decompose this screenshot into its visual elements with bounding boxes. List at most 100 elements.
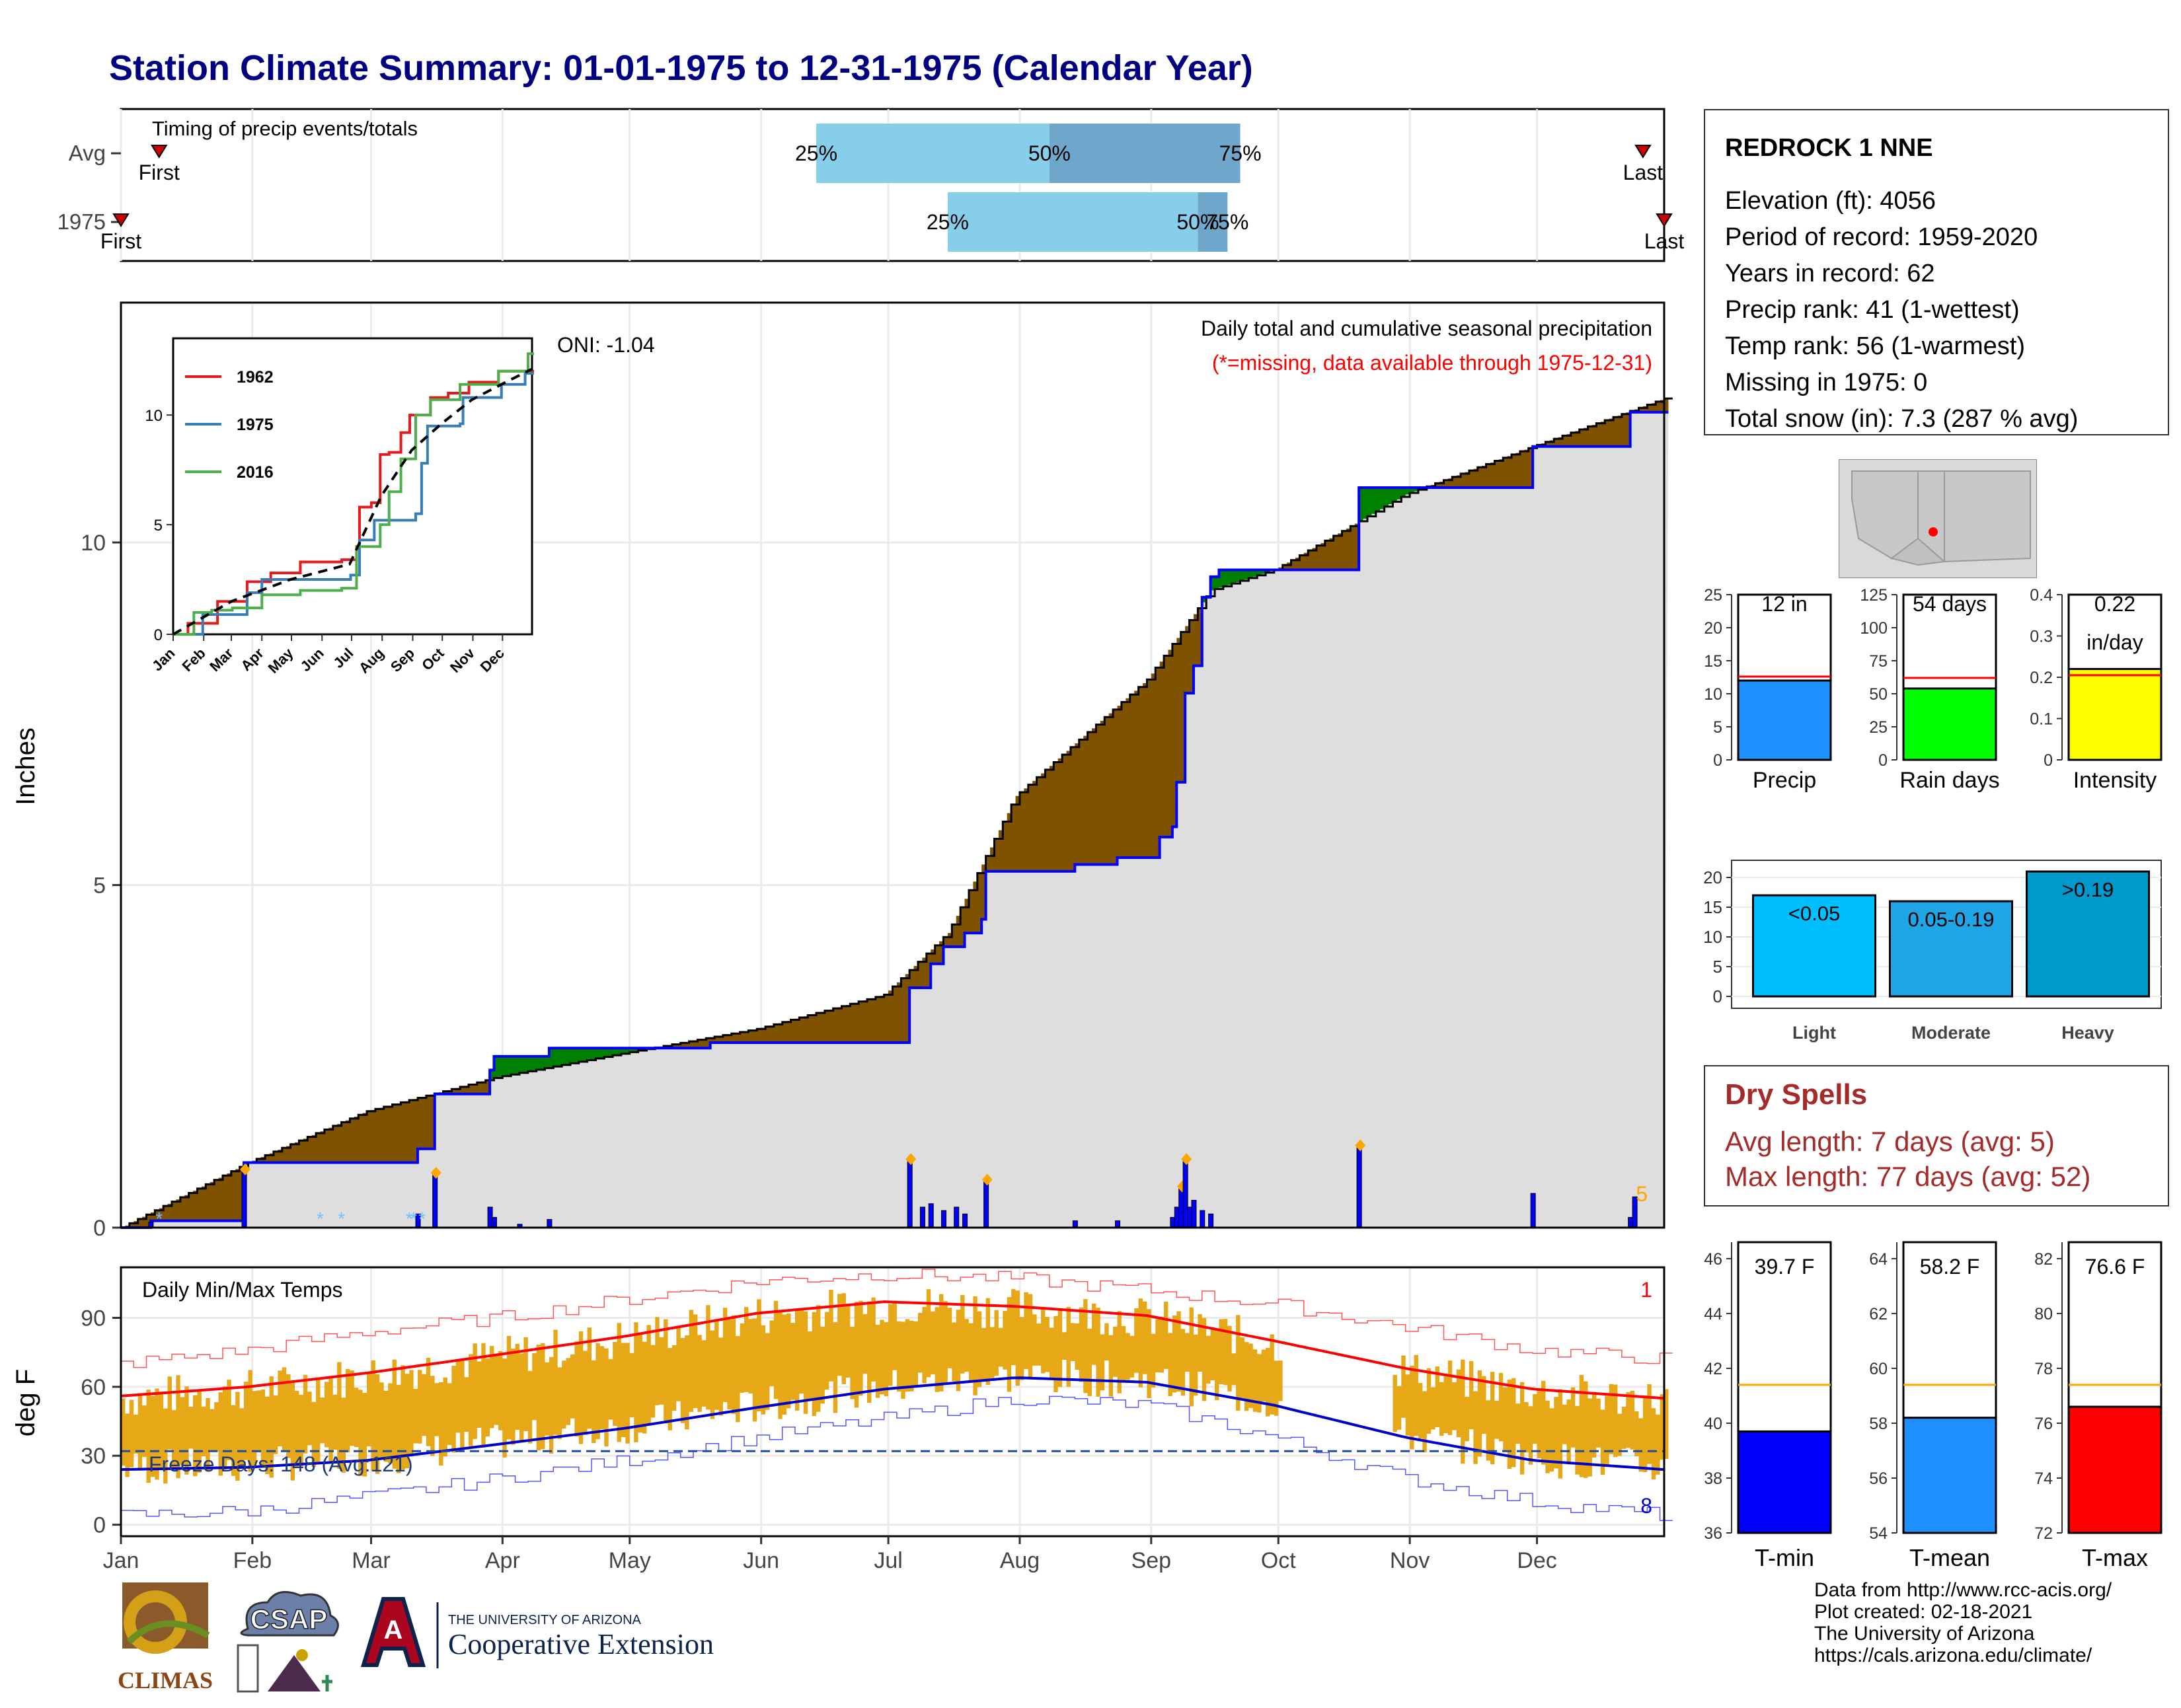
average-max-line (120, 1300, 1665, 1400)
temps-ytick-label: 60 (81, 1375, 106, 1400)
temp-gauge-value-label: 58.2 F (1920, 1255, 1980, 1279)
station-details: Elevation (ft): 4056 Period of record: 19… (1725, 183, 2078, 437)
temp-gauge-ytick-label: 42 (1704, 1360, 1722, 1378)
climas-logo-text: CLIMAS (118, 1667, 213, 1693)
university-of-arizona-logo: A THE UNIVERSITY OF ARIZONA Cooperative … (360, 1597, 714, 1668)
gauge-ytick-label: 0.2 (2030, 669, 2053, 687)
dry-spells-panel: Dry Spells Avg length: 7 days (avg: 5) M… (1704, 1065, 2169, 1207)
station-location-marker (1929, 527, 1938, 537)
gauge-ytick-label: 25 (1869, 718, 1888, 737)
month-label: Sep (1131, 1548, 1172, 1573)
gauge-ytick-label: 100 (1860, 619, 1888, 638)
month-label: Jul (874, 1548, 902, 1573)
precip-ytick-label: 10 (81, 531, 106, 556)
precip-ytick-label: 0 (93, 1216, 106, 1241)
record-low-count: 8 (1640, 1494, 1652, 1518)
gauge-ytick-label: 0 (2044, 751, 2053, 770)
ua-logo-small-text: THE UNIVERSITY OF ARIZONA (448, 1613, 642, 1627)
timing-marker-label: Last (1644, 229, 1685, 253)
daily-precip-bar (492, 1216, 498, 1228)
temp-gauge-ytick-label: 64 (1869, 1250, 1888, 1269)
station-detail-line: Total snow (in): 7.3 (287 % avg) (1725, 405, 2079, 433)
timing-title: Timing of precip events/totals (152, 117, 418, 140)
timing-percent-label: 50% (1028, 141, 1071, 165)
daily-precip-bar (954, 1207, 960, 1228)
footer-credits: Data from http://www.rcc-acis.org/Plot c… (1814, 1579, 2112, 1666)
timing-marker (1656, 213, 1673, 227)
timing-bar-25-50 (947, 192, 1198, 252)
month-label: Oct (1261, 1548, 1296, 1573)
dry-spells-avg: Avg length: 7 days (avg: 5) (1725, 1126, 2055, 1157)
events-bar (1889, 900, 2013, 998)
gauge-value-label: 12 in (1761, 592, 1807, 616)
daily-precip-bar (1208, 1213, 1214, 1228)
heavy-event-marker (1181, 1153, 1192, 1166)
timing-percent-label: 75% (1219, 141, 1261, 165)
daily-precip-bar (1072, 1220, 1078, 1228)
temp-gauge-ytick-label: 38 (1704, 1469, 1722, 1488)
timing-marker (150, 145, 168, 159)
month-label: Nov (1390, 1548, 1430, 1573)
events-category-label: Light (1792, 1023, 1836, 1043)
station-detail-line: Period of record: 1959-2020 (1725, 223, 2038, 251)
temp-gauge-ytick-label: 60 (1869, 1360, 1888, 1378)
inset-legend-label: 1962 (237, 368, 274, 387)
inset-legend-label: 2016 (237, 463, 274, 482)
temps-ytick-label: 0 (93, 1513, 106, 1538)
snow-marker: * (410, 1208, 417, 1229)
timing-row-label: 1975 (57, 209, 106, 234)
gauge-ytick-label: 125 (1860, 586, 1888, 605)
gauge-bar (1737, 679, 1832, 761)
gauge-value-label: 0.22 (2094, 592, 2135, 616)
station-detail-line: Years in record: 62 (1725, 260, 1935, 287)
page-title: Station Climate Summary: 01-01-1975 to 1… (109, 48, 1253, 88)
inset-frame (172, 337, 533, 636)
temp-gauge-ytick-label: 74 (2034, 1469, 2053, 1488)
temp-gauge-ytick-label: 76 (2034, 1415, 2053, 1433)
gauge-ytick-label: 10 (1704, 685, 1722, 704)
gauge-ytick-label: 75 (1869, 652, 1888, 671)
timing-percent-label: 25% (927, 210, 969, 234)
gauge-bar (1902, 687, 1997, 761)
precip-events-chart: 0 5 10 15 20 <0.05 Light 0.05-0.19 Moderate >0.19… (1703, 860, 2162, 1043)
temps-frame (120, 1266, 1665, 1538)
station-detail-line: Missing in 1975: 0 (1725, 369, 1928, 396)
precip-ylabel: Inches (11, 727, 40, 805)
temperature-gauges: 36 38 40 42 44 46 39.7 F T-min 54 56 58 60 62 64 58.2 … (1704, 1241, 2162, 1571)
cumulative-observed-area (121, 412, 1669, 1228)
inset-ytick-label: 10 (145, 407, 163, 425)
daily-precip-bar (1200, 1210, 1205, 1228)
month-label: May (609, 1548, 651, 1573)
events-ytick-label: 20 (1703, 868, 1722, 887)
temp-gauge-category-label: T-mean (1909, 1544, 1990, 1571)
events-bar-label: >0.19 (2062, 878, 2114, 901)
csap-logo-text: CSAP (250, 1604, 328, 1635)
daily-precip-bar (928, 1203, 934, 1228)
timing-bar-50-75 (1198, 192, 1228, 252)
ua-logo-big-text: Cooperative Extension (448, 1628, 714, 1660)
temp-gauge-ytick-label: 44 (1704, 1305, 1722, 1323)
events-category-label: Heavy (2061, 1023, 2114, 1043)
timing-marker-label: First (100, 229, 141, 253)
events-ytick-label: 0 (1713, 986, 1722, 1006)
precip-title: Daily total and cumulative seasonal prec… (1201, 316, 1652, 340)
temp-gauge-bar (2067, 1405, 2162, 1534)
events-bar-label: 0.05-0.19 (1908, 908, 1995, 931)
state-map (1839, 459, 2037, 578)
temp-gauge-ytick-label: 36 (1704, 1524, 1722, 1543)
timing-percent-label: 50% (1176, 210, 1219, 234)
gauge-ytick-label: 20 (1704, 619, 1722, 638)
ua-logo-letter: A (384, 1615, 403, 1645)
csap-logo: CSAP (237, 1590, 339, 1693)
month-label: Feb (233, 1548, 272, 1573)
heavy-event-marker (905, 1153, 917, 1166)
daily-precip-bar (940, 1210, 946, 1228)
daily-precip-bar (241, 1169, 247, 1228)
timing-bar-25-50 (816, 124, 1050, 183)
events-bar (1752, 894, 1876, 998)
temp-gauge-ytick-label: 54 (1869, 1524, 1888, 1543)
station-detail-line: Precip rank: 41 (1-wettest) (1725, 296, 2020, 324)
temps-ytick-label: 30 (81, 1444, 106, 1469)
heavy-event-marker (240, 1163, 251, 1175)
timing-percent-label: 75% (1206, 210, 1248, 234)
